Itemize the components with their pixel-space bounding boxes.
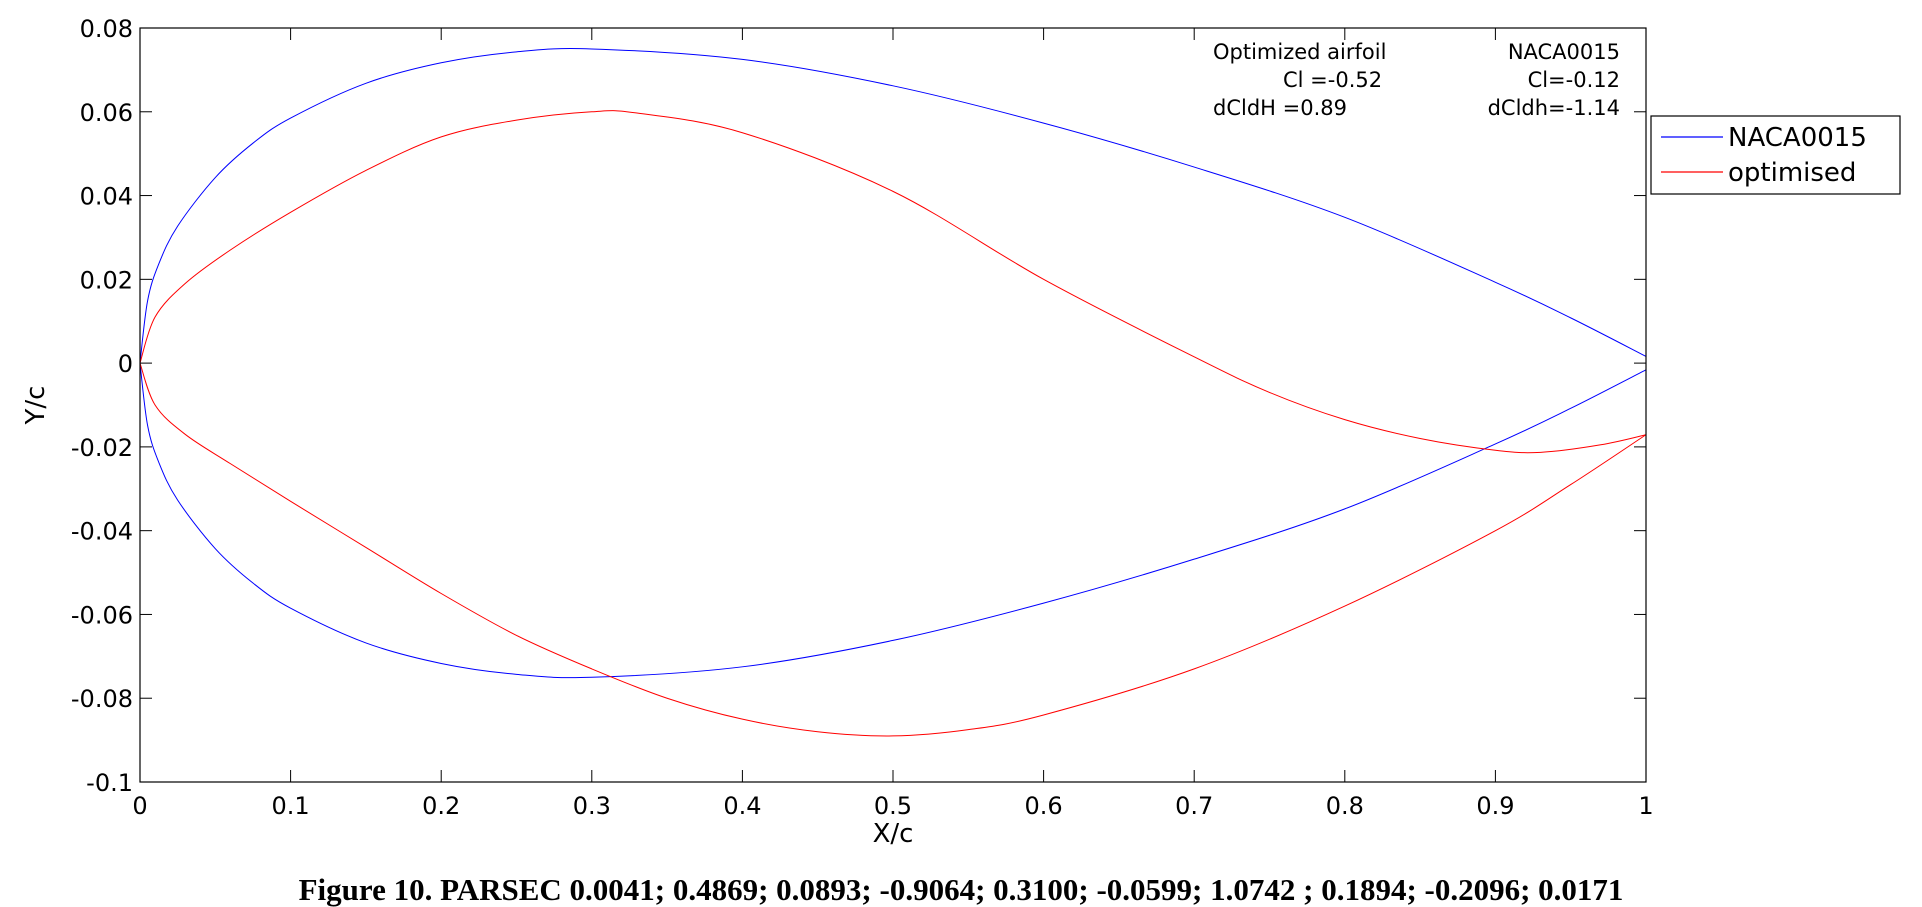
x-tick-label: 0.6: [1025, 792, 1063, 820]
y-tick-label: 0.06: [80, 99, 133, 127]
y-tick-label: 0.02: [80, 266, 133, 294]
y-tick-label: -0.1: [86, 769, 133, 797]
y-axis-label: Y/c: [21, 386, 51, 426]
ticks-layer: 0 0.1 0.2 0.3 0.4 0.5 0.6 0.7 0.8 0.9 1 0.08 0.06 0.0…: [71, 15, 1654, 820]
x-tick-label: 0.7: [1175, 792, 1213, 820]
legend: NACA0015 optimised: [1650, 115, 1901, 195]
y-tick-label: 0.08: [80, 15, 133, 43]
series-optimised-upper-surface: [139, 110, 1647, 454]
annotation-optimized-title: Optimized airfoil: [1213, 40, 1386, 64]
x-tick-label: 1: [1638, 792, 1653, 820]
y-tick-label: -0.02: [71, 434, 133, 462]
y-tick-label: 0: [118, 350, 133, 378]
series-naca0015-upper-surface: [139, 48, 1647, 364]
y-tick-label: -0.04: [71, 518, 133, 546]
x-tick-label: 0.5: [874, 792, 912, 820]
x-tick-label: 0.3: [573, 792, 611, 820]
annotation-naca-cl: Cl=-0.12: [1528, 68, 1620, 92]
annotation-optimized-dcldh: dCldH =0.89: [1213, 96, 1347, 120]
x-tick-label: 0.9: [1476, 792, 1514, 820]
annotation-block: Optimized airfoil Cl =-0.52 dCldH =0.89 …: [1213, 40, 1620, 120]
legend-label-optimised: optimised: [1728, 158, 1856, 188]
legend-box: [1650, 115, 1901, 195]
x-tick-label: 0.8: [1326, 792, 1364, 820]
x-tick-label: 0: [132, 792, 147, 820]
x-tick-label: 0.2: [422, 792, 460, 820]
y-tick-label: -0.06: [71, 601, 133, 629]
series-layer: [139, 48, 1647, 737]
annotation-naca-title: NACA0015: [1508, 40, 1620, 64]
plot-frame: [139, 27, 1647, 783]
figure-caption: Figure 10. PARSEC 0.0041; 0.4869; 0.0893…: [298, 872, 1624, 907]
y-tick-label: 0.04: [80, 183, 133, 211]
airfoil-chart: 0 0.1 0.2 0.3 0.4 0.5 0.6 0.7 0.8 0.9 1 0.08 0.06 0.0…: [21, 15, 1901, 849]
annotation-optimized-cl: Cl =-0.52: [1283, 68, 1382, 92]
y-tick-label: -0.08: [71, 685, 133, 713]
legend-label-naca0015: NACA0015: [1728, 123, 1867, 153]
series-optimised-lower-surface: [139, 362, 1647, 737]
annotation-naca-dcldh: dCldh=-1.14: [1488, 96, 1620, 120]
x-tick-label: 0.1: [272, 792, 310, 820]
x-tick-label: 0.4: [723, 792, 761, 820]
series-naca0015-lower-surface: [139, 363, 1647, 679]
x-axis-label: X/c: [873, 819, 914, 849]
